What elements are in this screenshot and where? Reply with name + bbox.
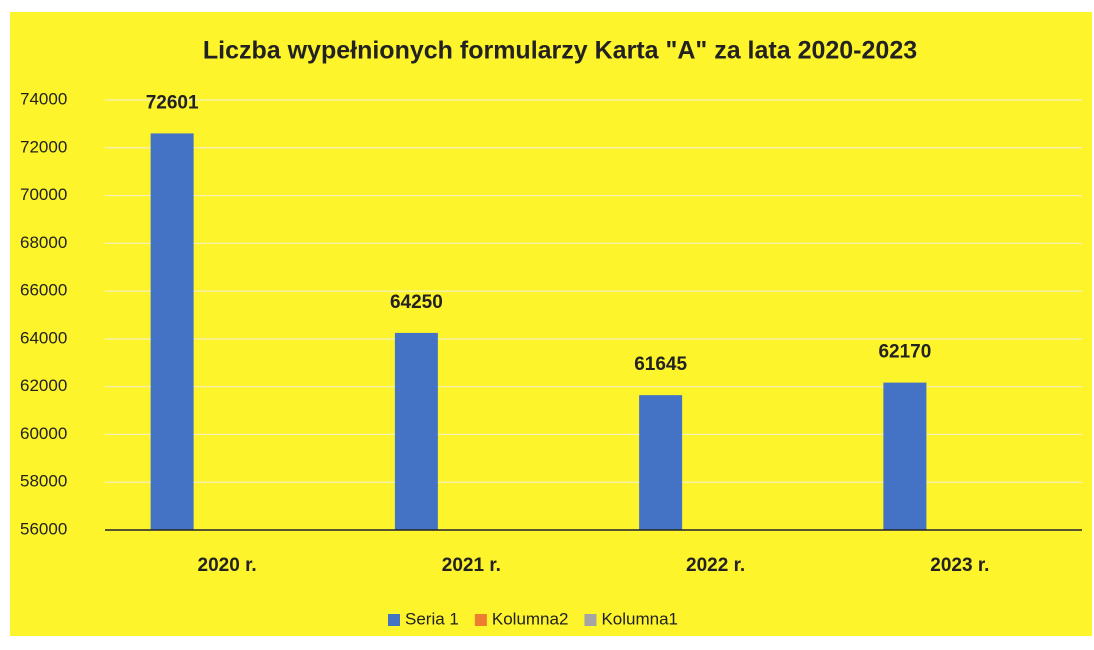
legend-label: Kolumna2 [492,609,569,628]
legend-swatch [474,614,487,626]
data-label: 62170 [878,342,931,363]
x-tick-label: 2020 r. [198,555,257,576]
data-label: 72601 [146,92,199,113]
legend-swatch [584,614,597,626]
x-tick-label: 2022 r. [686,555,745,576]
bar [883,382,927,530]
bar [639,395,683,530]
y-tick-label: 66000 [20,281,67,300]
data-label: 64250 [390,292,443,313]
y-tick-label: 60000 [20,424,67,443]
chart-title: Liczba wypełnionych formularzy Karta "A"… [203,37,917,65]
y-tick-label: 58000 [20,472,67,491]
y-tick-label: 56000 [20,519,67,538]
legend-swatch [388,614,400,626]
legend-label: Seria 1 [405,609,459,628]
y-tick-label: 64000 [20,328,67,347]
bar [394,332,438,530]
data-label: 61645 [634,354,687,375]
y-tick-label: 62000 [20,376,67,395]
x-tick-label: 2021 r. [442,555,501,576]
y-tick-label: 68000 [20,233,67,252]
y-tick-label: 72000 [20,137,67,156]
x-tick-label: 2023 r. [930,555,989,576]
bar [150,133,194,530]
y-tick-label: 74000 [20,89,67,108]
legend-label: Kolumna1 [601,609,678,628]
y-tick-label: 70000 [20,185,67,204]
